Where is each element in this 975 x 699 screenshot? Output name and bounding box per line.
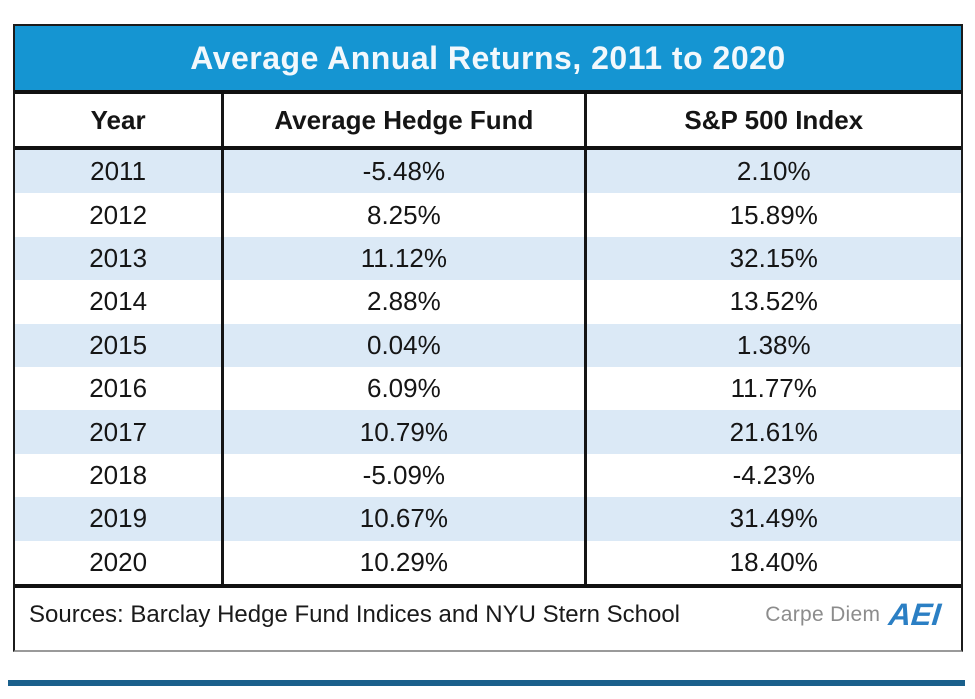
year-cell: 2012 — [89, 199, 148, 230]
aei-logo: AEI — [887, 597, 943, 633]
hedge-fund-cell: 2.88% — [221, 280, 583, 324]
table-row: 2013 11.12% 32.15% — [15, 236, 961, 281]
year-cell: 2011 — [90, 156, 147, 187]
hedge-fund-cell: 6.09% — [221, 366, 583, 411]
sources-note: Sources: Barclay Hedge Fund Indices and … — [29, 600, 681, 628]
year-cell: 2017 — [89, 416, 148, 447]
hedge-fund-cell: -5.09% — [221, 453, 583, 498]
table-row: 2017 10.79% 21.61% — [15, 410, 961, 454]
table-body: 2011 -5.48% 2.10% 2012 8.25% 15.89% 2013… — [15, 150, 961, 588]
year-cell: 2014 — [89, 286, 148, 317]
table-title-bar: Average Annual Returns, 2011 to 2020 — [15, 26, 961, 94]
hedge-fund-cell: 10.29% — [221, 540, 583, 584]
table-row: 2015 0.04% 1.38% — [15, 323, 961, 367]
year-cell: 2020 — [89, 546, 148, 577]
hedge-fund-cell: 10.67% — [221, 497, 583, 541]
sp500-cell: 11.77% — [583, 366, 961, 411]
hedge-fund-cell: -5.48% — [221, 150, 583, 194]
carpe-diem-aei-brand: Carpe Diem AEI — [765, 597, 947, 633]
sp500-cell: -4.23% — [583, 453, 961, 498]
column-header-sp500: S&P 500 Index — [583, 94, 961, 146]
sp500-cell: 21.61% — [583, 410, 961, 454]
table-footer: Sources: Barclay Hedge Fund Indices and … — [15, 587, 961, 642]
table-row: 2018 -5.09% -4.23% — [15, 453, 961, 498]
hedge-fund-cell: 8.25% — [221, 193, 583, 237]
year-cell: 2015 — [89, 329, 148, 360]
table-row: 2011 -5.48% 2.10% — [15, 150, 961, 194]
sp500-cell: 15.89% — [583, 193, 961, 237]
sp500-cell: 13.52% — [583, 280, 961, 324]
table-header-row: Year Average Hedge Fund S&P 500 Index — [15, 94, 961, 150]
hedge-fund-cell: 10.79% — [221, 410, 583, 454]
sp500-cell: 31.49% — [583, 497, 961, 541]
table-row: 2019 10.67% 31.49% — [15, 497, 961, 541]
table-title: Average Annual Returns, 2011 to 2020 — [190, 39, 786, 76]
column-header-year: Year — [90, 104, 146, 135]
table-row: 2012 8.25% 15.89% — [15, 193, 961, 237]
year-cell: 2019 — [89, 503, 148, 534]
year-cell: 2013 — [89, 242, 148, 273]
year-cell: 2018 — [89, 459, 148, 490]
sp500-cell: 32.15% — [583, 236, 961, 281]
table-row: 2016 6.09% 11.77% — [15, 366, 961, 411]
hedge-fund-cell: 11.12% — [221, 236, 583, 281]
carpe-diem-watermark: Carpe Diem — [765, 602, 881, 626]
bottom-accent-bar — [8, 680, 965, 686]
sp500-cell: 2.10% — [583, 150, 961, 194]
sp500-cell: 18.40% — [583, 540, 961, 584]
year-cell: 2016 — [89, 373, 148, 404]
table-row: 2014 2.88% 13.52% — [15, 280, 961, 324]
column-header-hedge-fund: Average Hedge Fund — [221, 94, 583, 146]
returns-table-frame: Average Annual Returns, 2011 to 2020 Yea… — [13, 24, 963, 652]
hedge-fund-cell: 0.04% — [221, 323, 583, 367]
sp500-cell: 1.38% — [583, 323, 961, 367]
table-row: 2020 10.29% 18.40% — [15, 540, 961, 584]
